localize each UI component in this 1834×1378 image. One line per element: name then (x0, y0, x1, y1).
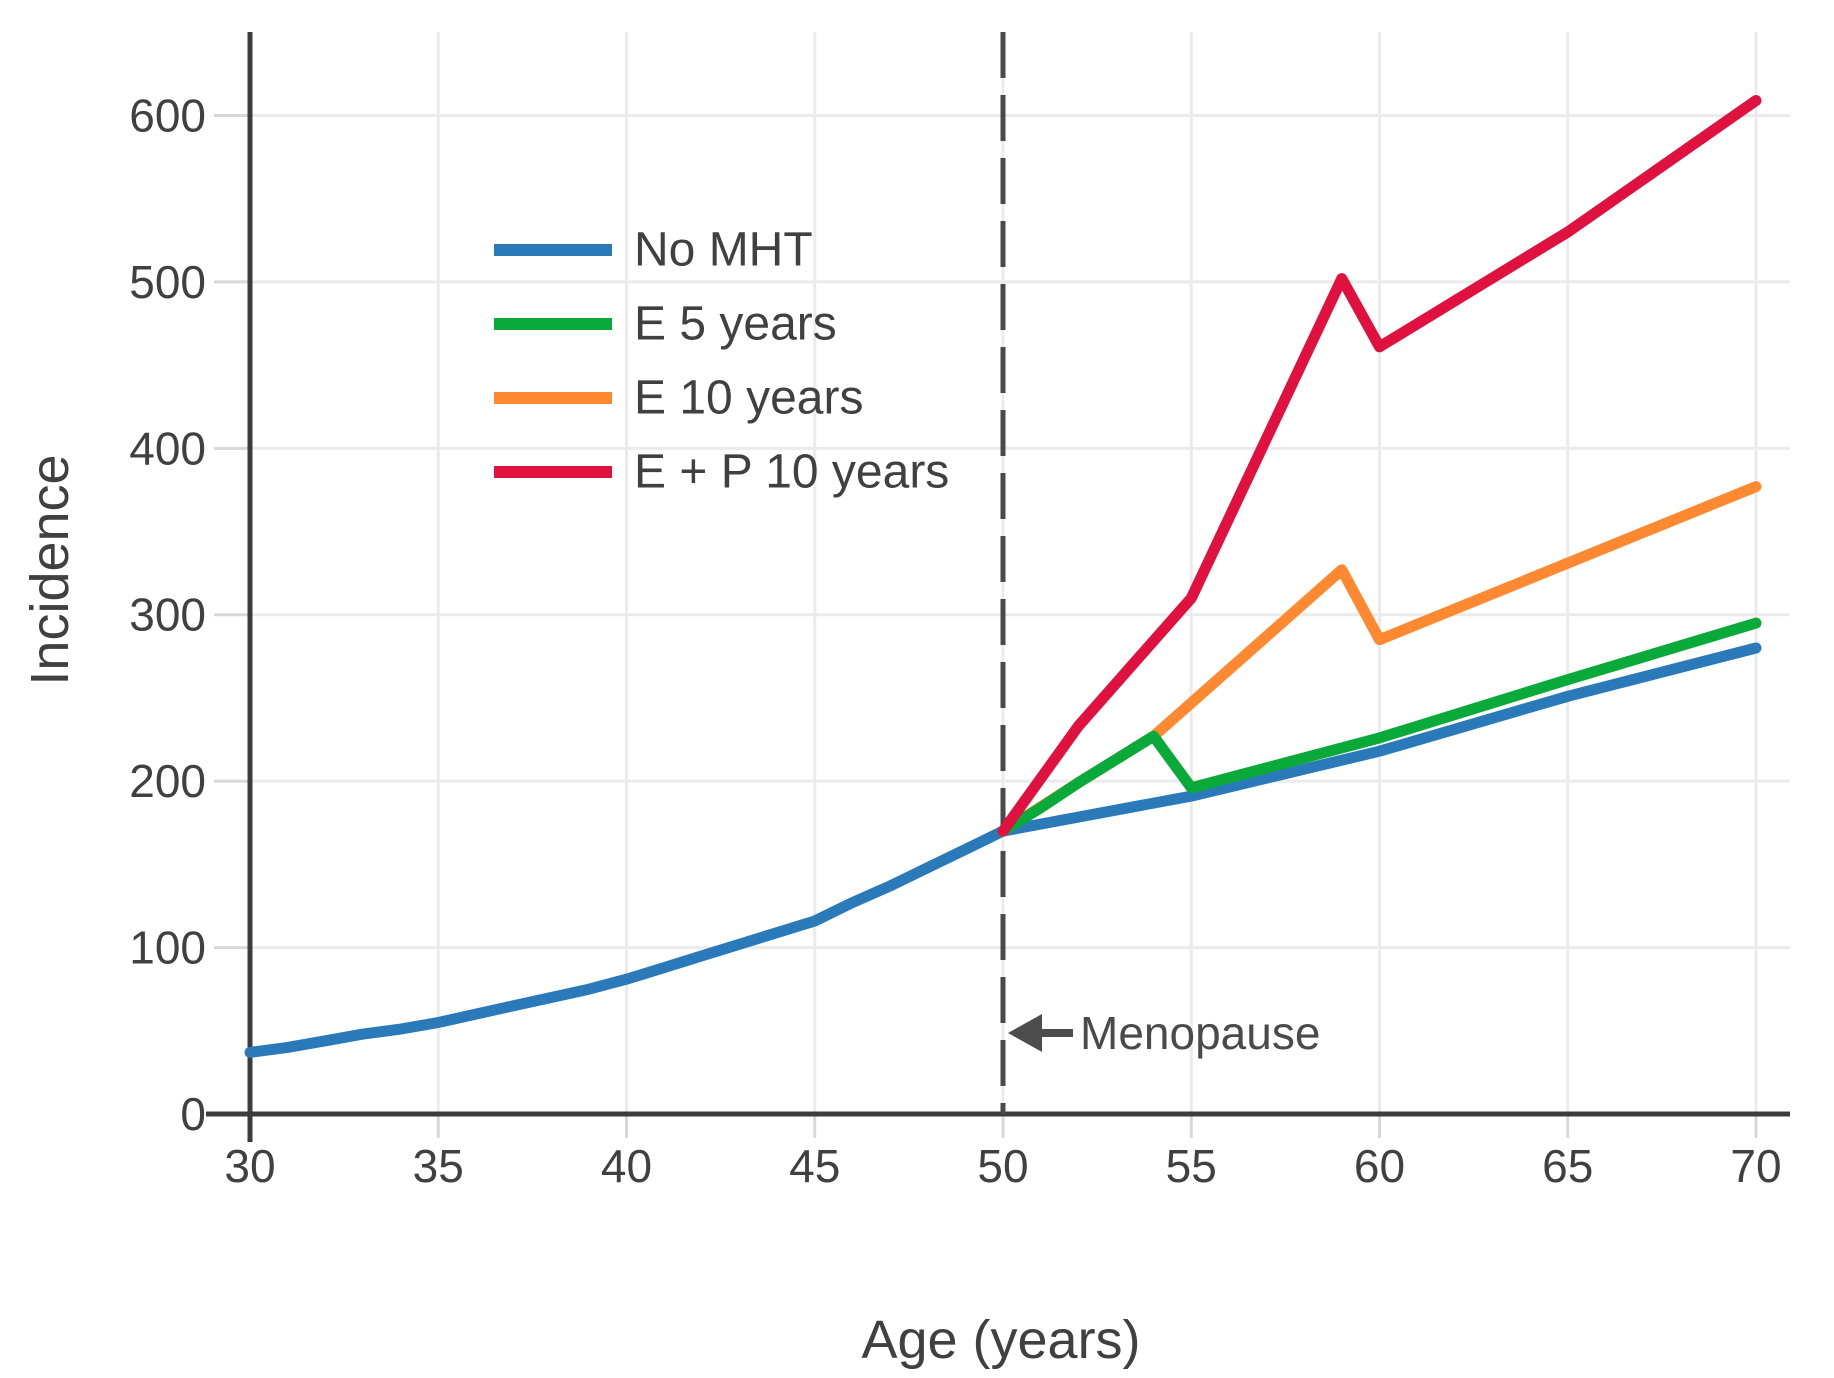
menopause-annotation: Menopause (1008, 1007, 1320, 1059)
x-tick-label: 40 (601, 1140, 652, 1192)
y-tick-label: 600 (129, 89, 206, 141)
x-tick-label: 70 (1730, 1140, 1781, 1192)
legend-item-e-p-10-years: E + P 10 years (494, 446, 949, 499)
x-tick-label: 30 (224, 1140, 275, 1192)
legend-item-e-5-years: E 5 years (494, 298, 837, 351)
y-tick-label: 300 (129, 589, 206, 641)
legend-item-e-10-years: E 10 years (494, 372, 863, 425)
legend-label: E 5 years (634, 298, 837, 351)
legend: No MHT E 5 years E 10 years E + P 10 years (494, 224, 949, 499)
series-line-e-p-10-years (997, 95, 1762, 837)
y-tick-label: 500 (129, 256, 206, 308)
x-tick-label: 35 (413, 1140, 464, 1192)
legend-item-no-mht: No MHT (494, 224, 813, 277)
y-axis-title: Incidence (20, 454, 80, 685)
x-tick-label: 60 (1354, 1140, 1405, 1192)
x-tick-label: 50 (977, 1140, 1028, 1192)
legend-label: E 10 years (634, 372, 863, 425)
series-line-e-5-years (997, 617, 1762, 837)
y-tick-label: 200 (129, 755, 206, 807)
data-series (244, 95, 1762, 1058)
y-tick-label: 100 (129, 922, 206, 974)
legend-label: E + P 10 years (634, 446, 949, 499)
y-tick-label: 400 (129, 422, 206, 474)
x-tick-label: 65 (1542, 1140, 1593, 1192)
axis-spines (247, 32, 1790, 1117)
tick-labels: 0 100 200 300 400 500 600 30 35 40 45 50 55 60 65 70 (129, 89, 1781, 1192)
menopause-label: Menopause (1080, 1007, 1320, 1059)
left-arrow-icon (1008, 1014, 1042, 1052)
x-tick-label: 45 (789, 1140, 840, 1192)
legend-label: No MHT (634, 224, 813, 277)
y-tick-label: 0 (180, 1088, 206, 1140)
x-axis-title: Age (years) (861, 1310, 1140, 1370)
axis-ticks (206, 113, 1758, 1142)
x-tick-label: 55 (1166, 1140, 1217, 1192)
gridlines (250, 32, 1790, 1114)
